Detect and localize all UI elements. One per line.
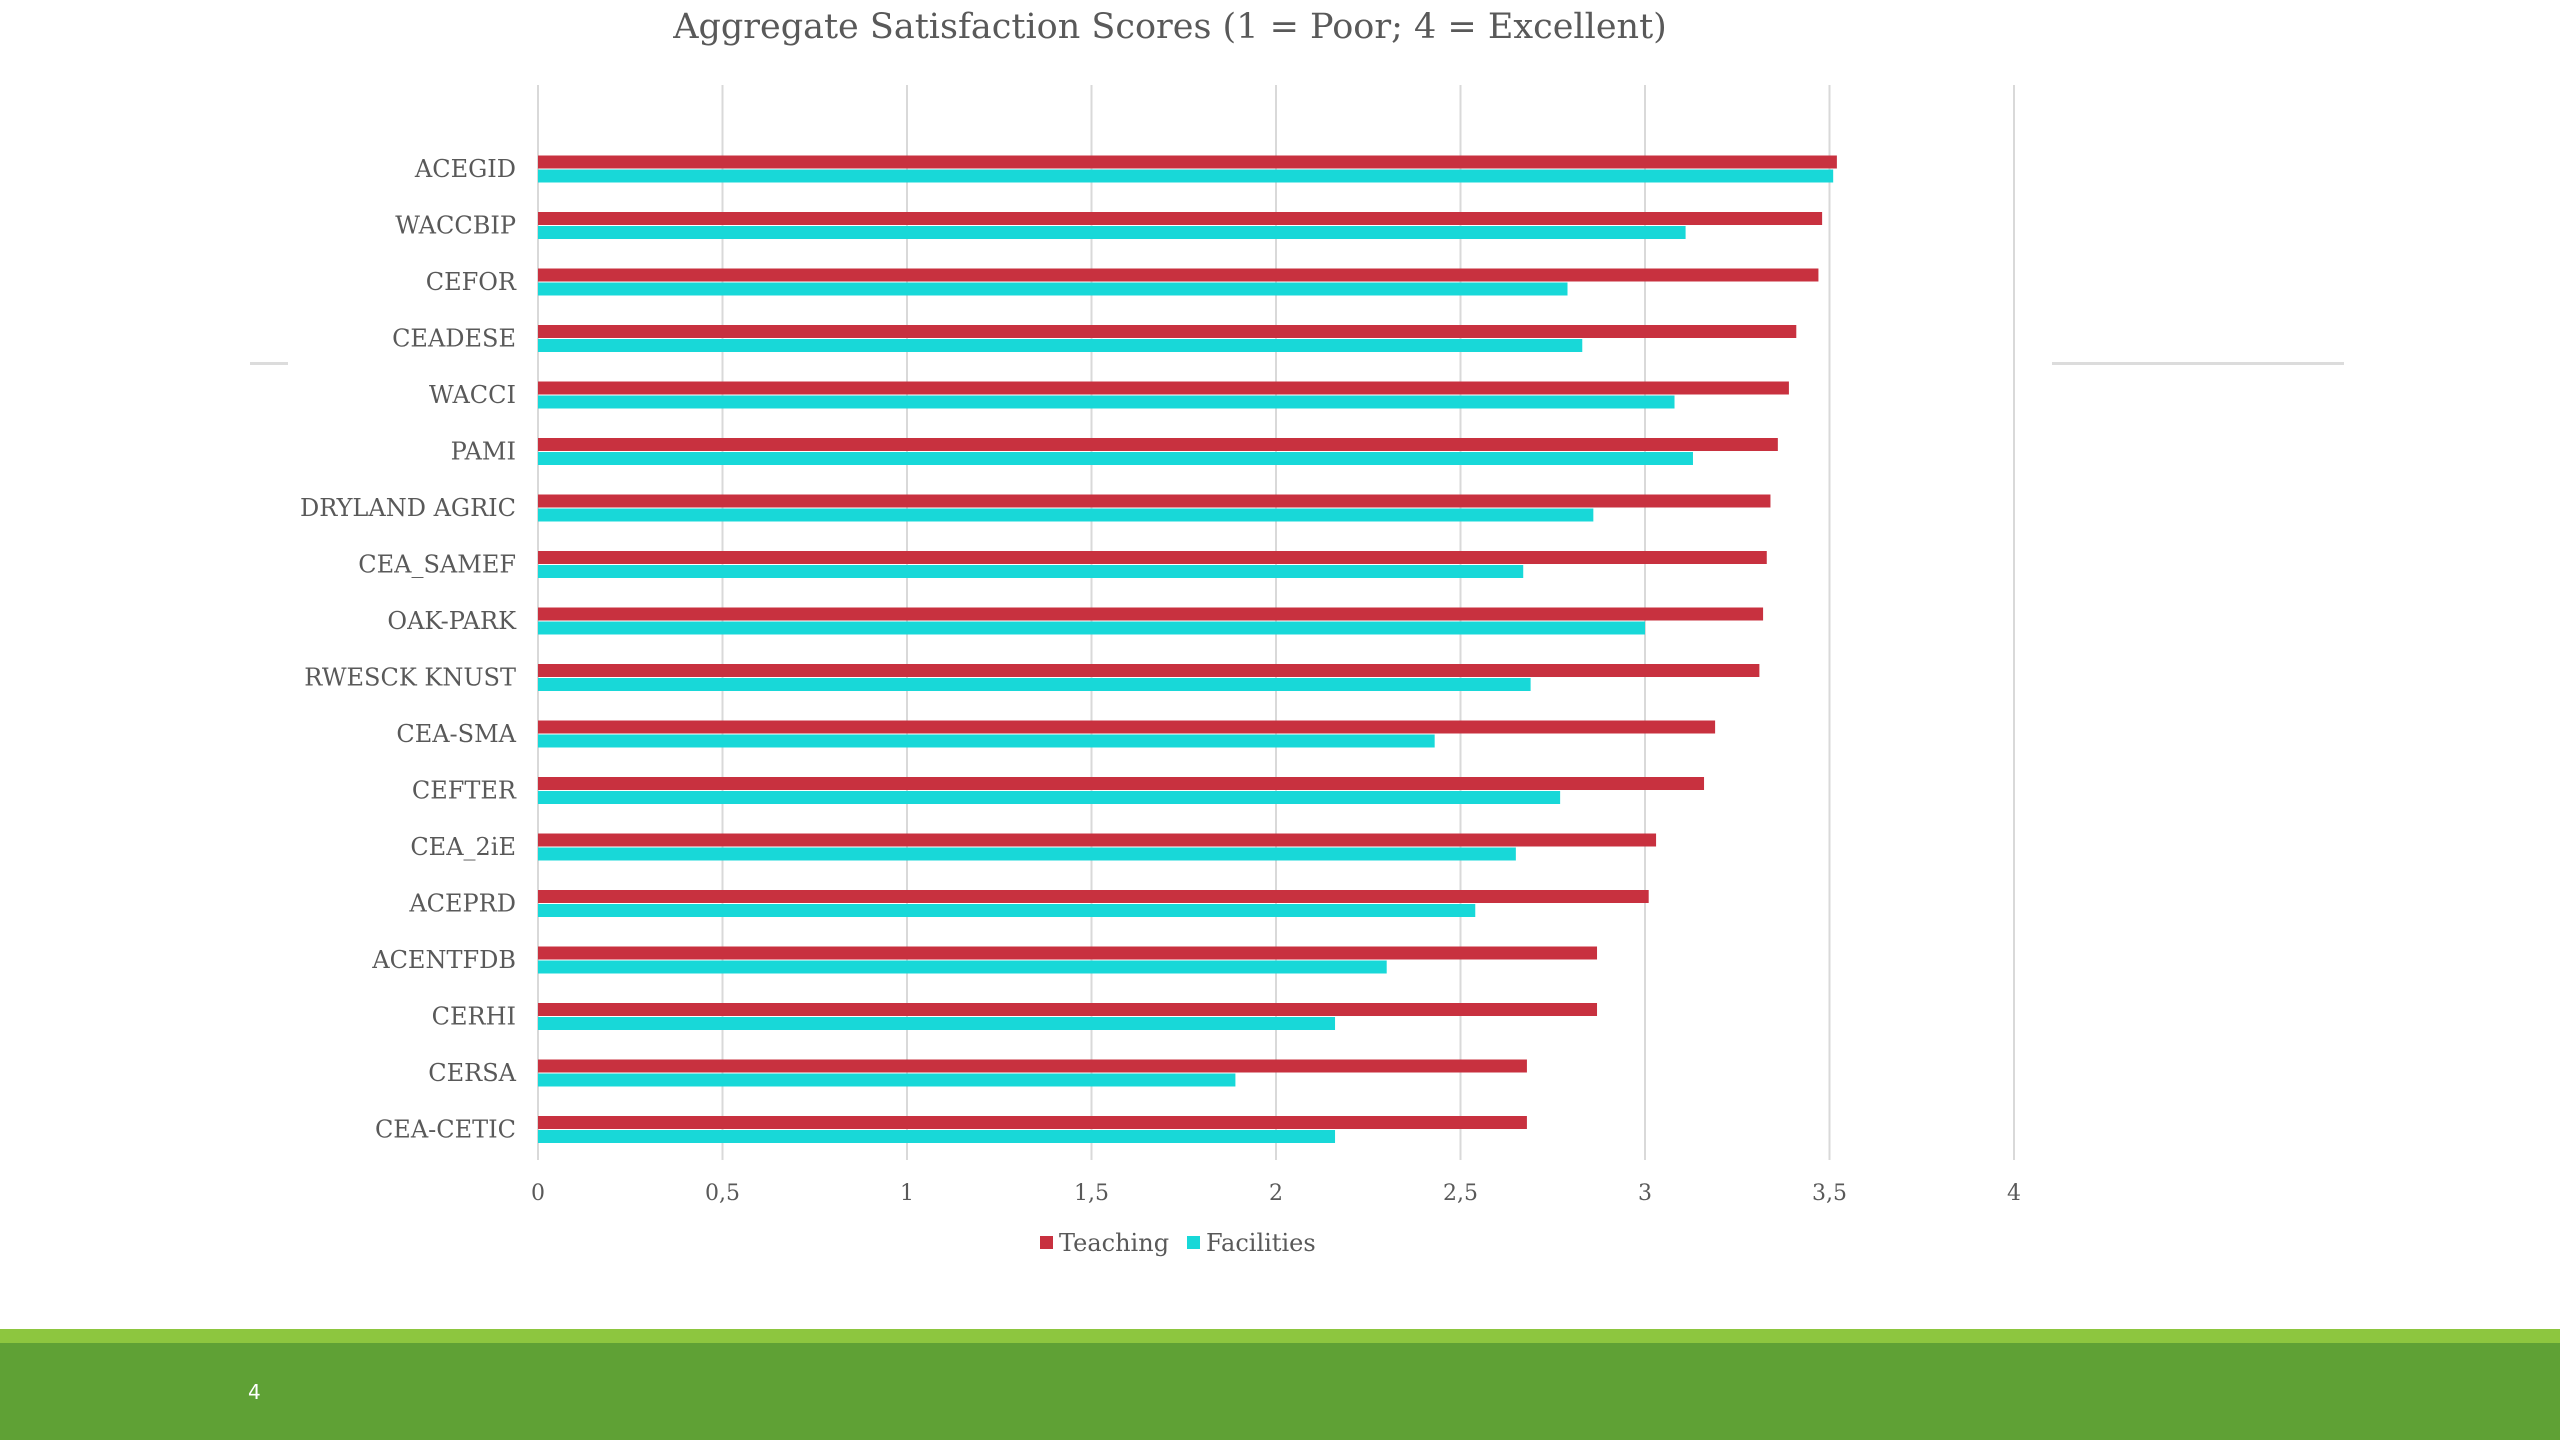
category-label: OAK-PARK	[387, 607, 517, 635]
x-tick-label: 3	[1638, 1181, 1652, 1206]
bar-facilities	[538, 1130, 1336, 1143]
category-label: CEFTER	[412, 777, 517, 805]
category-label: RWESCK KNUST	[304, 664, 516, 692]
category-labels: ACEGID WACCBIP CEFOR CEADESE WACCI PAMI DRYLAN…	[300, 155, 517, 1144]
bar-teaching	[538, 494, 1771, 508]
bar-teaching	[538, 551, 1767, 564]
bar-teaching	[538, 212, 1823, 225]
chart-title: Aggregate Satisfaction Scores (1 = Poor;…	[672, 7, 1667, 47]
x-tick-label: 1,5	[1074, 1181, 1109, 1206]
bar-facilities	[538, 339, 1583, 352]
bar-teaching	[538, 268, 1819, 282]
slide-number: 4	[248, 1380, 261, 1404]
category-label: CEA_2iE	[410, 833, 516, 861]
bar-facilities	[538, 847, 1516, 861]
bar-facilities	[538, 678, 1531, 691]
bar-teaching	[538, 438, 1778, 451]
x-tick-label: 4	[2007, 1181, 2021, 1206]
x-tick-labels: 0 0,5 1 1,5 2 2,5 3 3,5 4	[531, 1181, 2021, 1206]
bar-teaching	[538, 607, 1764, 621]
bar-teaching	[538, 155, 1837, 169]
bar-facilities	[538, 904, 1476, 917]
legend-label-facilities: Facilities	[1206, 1229, 1316, 1257]
category-label: CEFOR	[426, 268, 517, 296]
bar-teaching	[538, 1116, 1527, 1129]
category-label: CERHI	[432, 1003, 516, 1031]
category-label: ACEPRD	[408, 890, 516, 918]
legend-swatch-teaching	[1040, 1236, 1053, 1249]
bar-teaching	[538, 833, 1657, 847]
legend-label-teaching: Teaching	[1059, 1229, 1169, 1257]
bar-facilities	[538, 565, 1524, 578]
bar-facilities	[538, 1073, 1236, 1087]
category-label: CEADESE	[392, 325, 516, 353]
category-label: CERSA	[428, 1059, 516, 1087]
x-tick-label: 2	[1269, 1181, 1283, 1206]
category-label: PAMI	[451, 438, 516, 466]
bar-teaching	[538, 1059, 1527, 1073]
x-tick-label: 1	[900, 1181, 914, 1206]
x-tick-label: 0	[531, 1181, 545, 1206]
x-tick-label: 0,5	[705, 1181, 740, 1206]
category-label: CEA-SMA	[396, 720, 516, 748]
bar-facilities	[538, 452, 1693, 465]
bar-facilities	[538, 282, 1568, 296]
bar-facilities	[538, 960, 1387, 974]
bar-facilities	[538, 734, 1435, 748]
decorative-line-right	[2052, 362, 2344, 365]
bar-teaching	[538, 381, 1789, 395]
footer-bar	[0, 1343, 2560, 1440]
bar-facilities	[538, 508, 1594, 522]
footer-accent-bar	[0, 1329, 2560, 1343]
category-label: WACCI	[429, 381, 516, 409]
x-tick-label: 2,5	[1443, 1181, 1478, 1206]
bar-teaching	[538, 890, 1649, 903]
bar-teaching	[538, 720, 1716, 734]
x-tick-label: 3,5	[1812, 1181, 1847, 1206]
category-label: CEA-CETIC	[375, 1116, 516, 1144]
legend-swatch-facilities	[1187, 1236, 1200, 1249]
bar-facilities	[538, 791, 1561, 804]
bar-teaching	[538, 777, 1705, 790]
category-label: DRYLAND AGRIC	[300, 494, 516, 522]
decorative-line-left	[250, 362, 288, 365]
bar-teaching	[538, 325, 1797, 338]
category-label: ACENTFDB	[371, 946, 516, 974]
category-label: ACEGID	[414, 155, 516, 183]
legend: Teaching Facilities	[1040, 1229, 1316, 1257]
bar-facilities	[538, 621, 1645, 635]
bar-facilities	[538, 226, 1686, 239]
category-label: CEA_SAMEF	[358, 551, 516, 579]
category-label: WACCBIP	[395, 212, 516, 240]
bar-teaching	[538, 1003, 1598, 1016]
bar-teaching	[538, 664, 1760, 677]
bar-facilities	[538, 169, 1834, 183]
bar-facilities	[538, 1017, 1336, 1030]
bar-facilities	[538, 395, 1675, 409]
bars	[538, 155, 1837, 1143]
bar-teaching	[538, 946, 1598, 960]
